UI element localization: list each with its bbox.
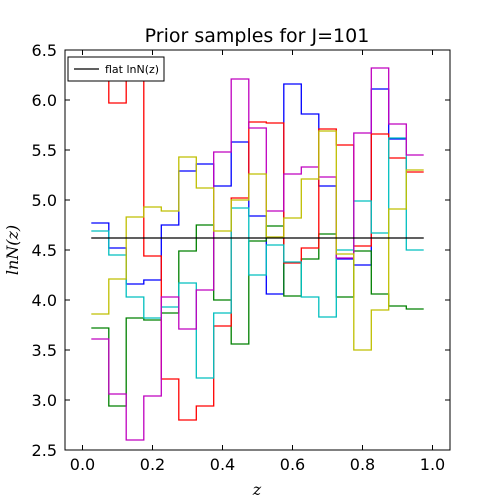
plot-area bbox=[65, 50, 450, 450]
x-axis-label: z bbox=[252, 480, 262, 499]
x-axis: 0.0 0.2 0.4 0.6 0.8 1.0 bbox=[70, 50, 445, 474]
y-tick-label: 5.5 bbox=[32, 141, 57, 160]
y-tick-label: 6.5 bbox=[32, 41, 57, 60]
legend-entry: flat lnN(z) bbox=[105, 63, 159, 76]
y-tick-label: 4.5 bbox=[32, 241, 57, 260]
y-tick-label: 2.5 bbox=[32, 441, 57, 460]
x-tick-label: 0.8 bbox=[350, 455, 375, 474]
y-tick-label: 5.0 bbox=[32, 191, 57, 210]
series-line-3 bbox=[91, 60, 424, 421]
x-tick-label: 0.0 bbox=[70, 455, 95, 474]
y-tick-label: 3.0 bbox=[32, 391, 57, 410]
x-tick-label: 0.4 bbox=[210, 455, 235, 474]
y-tick-label: 3.5 bbox=[32, 341, 57, 360]
series-line-5 bbox=[91, 67, 424, 441]
x-tick-label: 0.2 bbox=[140, 455, 165, 474]
series-line-4 bbox=[91, 137, 424, 379]
y-axis: 2.5 3.0 3.5 4.0 4.5 5.0 5.5 6.0 6.5 bbox=[32, 41, 450, 460]
series-line-2 bbox=[91, 224, 424, 407]
x-tick-label: 1.0 bbox=[420, 455, 445, 474]
series-line-6 bbox=[91, 130, 424, 351]
y-tick-label: 6.0 bbox=[32, 91, 57, 110]
chart-title: Prior samples for J=101 bbox=[145, 25, 370, 47]
y-tick-label: 4.0 bbox=[32, 291, 57, 310]
series-layer bbox=[91, 60, 424, 441]
legend: flat lnN(z) bbox=[67, 56, 165, 82]
y-axis-label: lnN(z) bbox=[3, 225, 22, 275]
x-tick-label: 0.6 bbox=[280, 455, 305, 474]
